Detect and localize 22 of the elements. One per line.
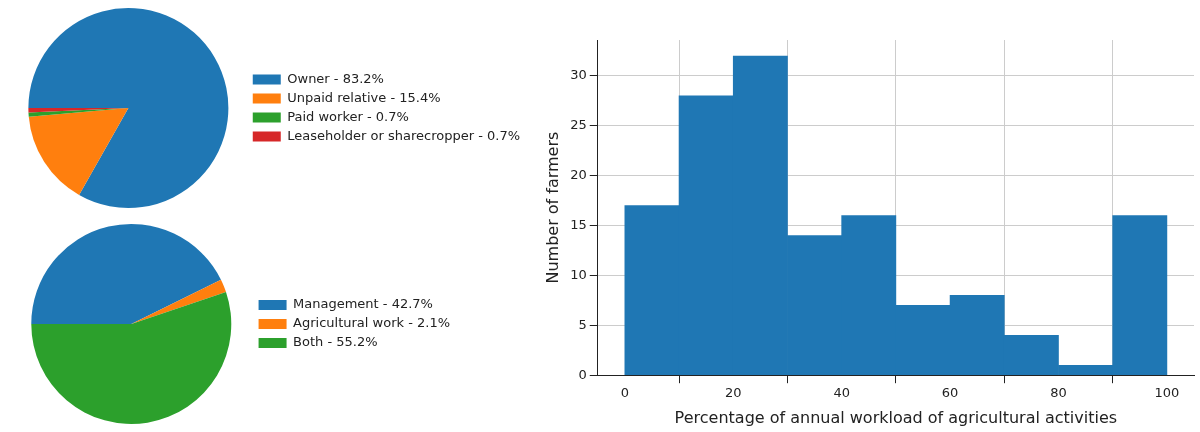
legend-label: Leaseholder or sharecropper - 0.7% <box>287 127 521 143</box>
legend-label: Agricultural work - 2.1% <box>293 315 450 331</box>
y-tick-label: 25 <box>570 117 587 133</box>
y-tick-label: 5 <box>578 316 587 332</box>
y-tick-label: 10 <box>570 266 587 282</box>
x-tick-label: 80 <box>1050 385 1067 401</box>
x-tick-label: 0 <box>620 385 629 401</box>
legend-label: Paid worker - 0.7% <box>287 108 409 124</box>
x-tick-label: 100 <box>1154 385 1180 401</box>
legend-label: Both - 55.2% <box>293 334 378 350</box>
x-tick-label: 60 <box>941 385 959 401</box>
y-tick-label: 0 <box>578 366 587 382</box>
y-tick-label: 20 <box>570 167 587 183</box>
y-tick-label: 30 <box>570 67 587 83</box>
y-tick-label: 15 <box>570 216 587 232</box>
x-tick-label: 40 <box>833 385 850 401</box>
legend-label: Management - 42.7% <box>293 296 433 312</box>
legend-label: Owner - 83.2% <box>287 70 384 86</box>
y-axis-title: Number of farmers <box>542 131 562 284</box>
legend-label: Unpaid relative - 15.4% <box>287 89 441 105</box>
x-tick-label: 20 <box>724 385 742 401</box>
x-axis-title: Percentage of annual workload of agricultural activities <box>674 407 1118 427</box>
